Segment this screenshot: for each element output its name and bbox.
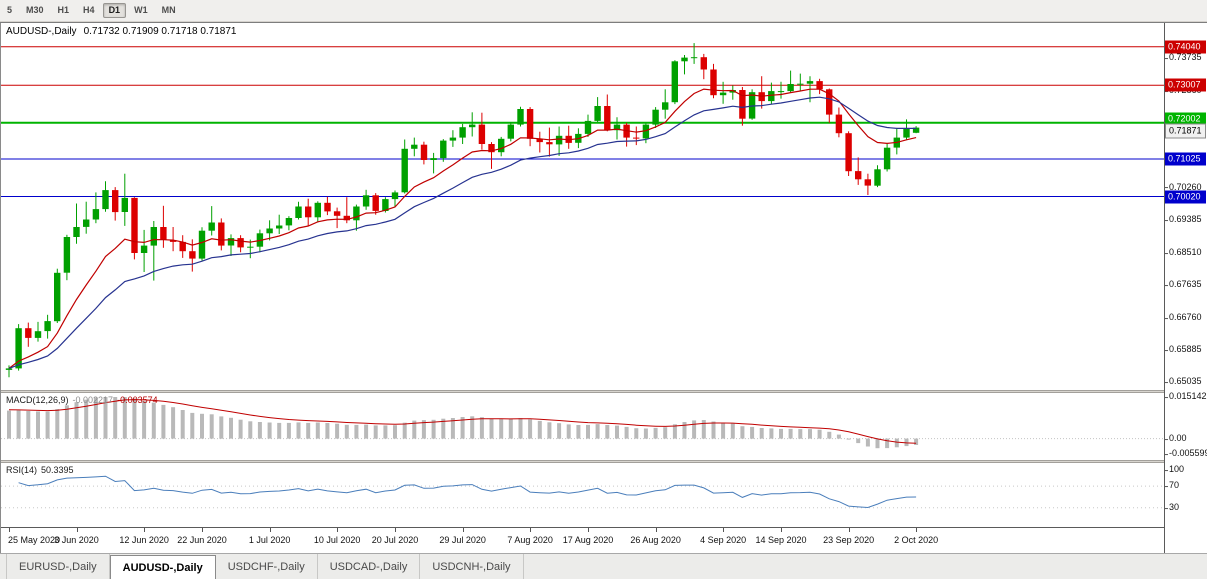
panel-splitter-rsi[interactable] — [1, 460, 1164, 463]
price-axis-label: 0.73735 — [1165, 52, 1202, 63]
macd-signal-value: -0.003574 — [117, 395, 158, 405]
date-label: 10 Jul 2020 — [313, 535, 361, 545]
rsi-axis-label: 100 — [1164, 463, 1185, 474]
time-tick — [144, 528, 146, 532]
macd-axis-label: -0.005599 — [1165, 448, 1207, 459]
macd-main-value: -0.002217 — [72, 395, 114, 405]
rsi-axis-label: 30 — [1164, 501, 1180, 512]
time-tick — [588, 528, 589, 532]
date-label: 22 Jun 2020 — [177, 535, 227, 545]
chart-tab-usdcnh[interactable]: USDCNH-,Daily — [420, 554, 524, 579]
timeframe-button-5[interactable]: 5 — [7, 5, 13, 15]
time-tick — [723, 528, 725, 532]
current-price-badge: 0.71871 — [1165, 123, 1206, 139]
timeframe-button-mn[interactable]: MN — [161, 5, 176, 15]
time-tick — [9, 528, 10, 532]
rsi-label: RSI(14) 50.3395 — [6, 465, 74, 475]
timeframe-button-h1[interactable]: H1 — [57, 5, 70, 15]
time-tick — [848, 528, 850, 532]
plot-column: AUDUSD-,Daily 0.71732 0.71909 0.71718 0.7… — [0, 23, 1165, 553]
date-label: 17 Aug 2020 — [562, 535, 614, 545]
time-axis[interactable]: 25 May 2020 3 Jun 2020 12 Jun 2020 22 Jun 2… — [1, 527, 1164, 553]
time-tick — [530, 528, 532, 532]
timeframe-toolbar: 5 M30 H1 H4 D1 W1 MN — [0, 0, 1207, 22]
price-axis-label: 0.67635 — [1165, 279, 1202, 290]
date-label: 2 Oct 2020 — [894, 535, 939, 545]
symbol-period-label: AUDUSD-,Daily — [6, 26, 77, 37]
time-tick — [202, 528, 203, 532]
macd-name: MACD(12,26,9) — [6, 395, 69, 405]
macd-label: MACD(12,26,9) -0.002217 -0.003574 — [6, 395, 158, 405]
timeframe-button-m30[interactable]: M30 — [26, 5, 44, 15]
main-chart-panel[interactable]: AUDUSD-,Daily 0.71732 0.71909 0.71718 0.7… — [1, 23, 1164, 390]
macd-axis-label: 0.015142 — [1165, 391, 1207, 402]
date-label: 4 Sep 2020 — [700, 535, 747, 545]
time-tick — [781, 528, 782, 532]
price-level-badge: 0.74040 — [1165, 40, 1206, 54]
date-label: 29 Jul 2020 — [439, 535, 486, 545]
price-axis[interactable]: 0.737350.728600.702600.693850.685100.676… — [1164, 23, 1207, 553]
rsi-value: 50.3395 — [41, 465, 74, 475]
time-tick — [76, 528, 78, 532]
chart-tab-usdchf[interactable]: USDCHF-,Daily — [216, 554, 318, 579]
time-tick — [655, 528, 657, 532]
macd-chart[interactable] — [1, 393, 1164, 460]
date-label: 7 Aug 2020 — [507, 535, 553, 545]
ohlc-values: 0.71732 0.71909 0.71718 0.71871 — [83, 26, 237, 37]
chart-window: AUDUSD-,Daily 0.71732 0.71909 0.71718 0.7… — [0, 22, 1207, 553]
rsi-axis-label: 70 — [1164, 480, 1180, 491]
price-level-badge: 0.72002 — [1165, 112, 1206, 126]
date-label: 20 Jul 2020 — [371, 535, 419, 545]
chart-tab-audusd[interactable]: AUDUSD-,Daily — [109, 555, 216, 579]
date-label: 12 Jun 2020 — [119, 535, 169, 545]
price-axis-label: 0.65035 — [1165, 376, 1202, 387]
price-level-badge: 0.70020 — [1165, 190, 1206, 203]
timeframe-button-w1[interactable]: W1 — [134, 5, 148, 15]
price-axis-label: 0.66760 — [1165, 311, 1202, 322]
time-tick — [395, 528, 396, 532]
rsi-panel[interactable]: RSI(14) 50.3395 — [1, 463, 1164, 527]
macd-axis-label: 0.00 — [1165, 432, 1187, 443]
time-tick — [462, 528, 464, 532]
chart-tabs-bar: EURUSD-,Daily AUDUSD-,Daily USDCHF-,Daily U… — [0, 553, 1207, 579]
chart-tab-eurusd[interactable]: EURUSD-,Daily — [6, 554, 110, 579]
date-label: 14 Sep 2020 — [755, 535, 807, 545]
price-level-badge: 0.73007 — [1165, 78, 1206, 92]
timeframe-button-h4[interactable]: H4 — [83, 5, 95, 15]
time-tick — [269, 528, 271, 532]
chart-title: AUDUSD-,Daily 0.71732 0.71909 0.71718 0.7… — [6, 26, 237, 37]
date-label: 23 Sep 2020 — [823, 535, 875, 545]
price-axis-label: 0.70260 — [1165, 181, 1202, 192]
rsi-name: RSI(14) — [6, 465, 38, 475]
date-label: 26 Aug 2020 — [630, 535, 681, 545]
date-label: 25 May 2020 — [7, 535, 61, 545]
chart-tab-usdcad[interactable]: USDCAD-,Daily — [318, 554, 421, 579]
date-label: 1 Jul 2020 — [248, 535, 291, 545]
rsi-chart[interactable] — [1, 463, 1164, 527]
time-tick — [337, 528, 339, 532]
price-axis-label: 0.68510 — [1165, 246, 1202, 257]
price-level-badge: 0.71025 — [1165, 152, 1206, 166]
price-axis-label: 0.65885 — [1165, 344, 1202, 355]
macd-panel[interactable]: MACD(12,26,9) -0.002217 -0.003574 — [1, 393, 1164, 460]
time-tick — [916, 528, 918, 532]
date-label: 3 Jun 2020 — [54, 535, 99, 545]
price-axis-label: 0.69385 — [1165, 214, 1202, 225]
candlestick-chart[interactable] — [1, 23, 1164, 390]
panel-splitter-macd[interactable] — [1, 390, 1164, 393]
timeframe-button-d1[interactable]: D1 — [102, 3, 127, 18]
